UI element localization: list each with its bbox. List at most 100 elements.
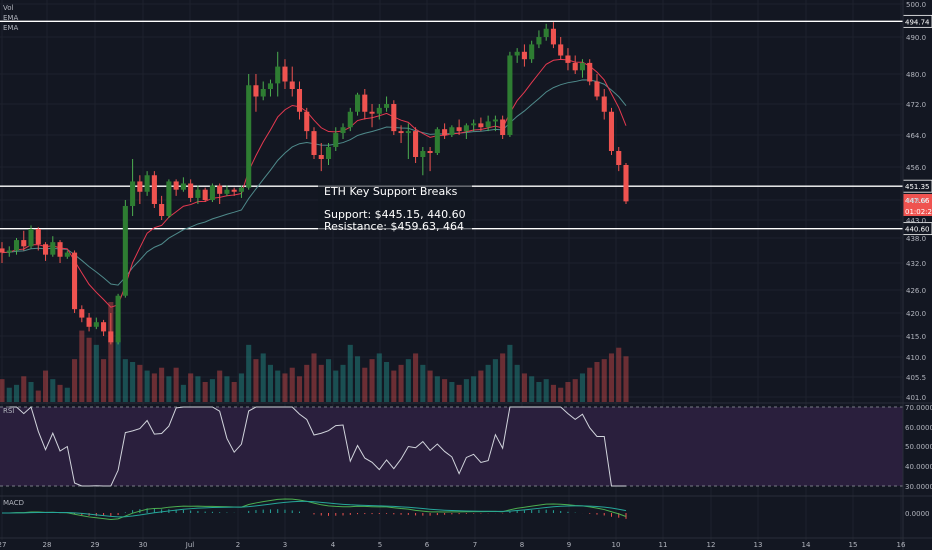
volume-bar <box>79 330 85 402</box>
volume-bar <box>188 373 194 402</box>
rsi-tick-label: 40.0000 <box>905 463 932 471</box>
volume-bar <box>57 384 63 402</box>
macd-hist <box>284 509 286 513</box>
volume-bar <box>108 302 114 402</box>
volume-bar <box>253 359 259 402</box>
macd-hist <box>603 513 605 516</box>
macd-hist <box>436 513 438 516</box>
volume-bar <box>304 364 310 402</box>
volume-bar <box>202 382 208 402</box>
macd-hist <box>255 510 257 513</box>
candle-body <box>558 44 564 56</box>
candle-body <box>529 44 535 60</box>
volume-bar <box>137 364 143 402</box>
candle-body <box>64 252 70 257</box>
volume-bar <box>456 384 462 402</box>
legend-ema-2: EMA <box>3 24 18 32</box>
candle-body <box>101 322 107 332</box>
macd-hist <box>335 513 337 516</box>
candle-body <box>6 250 12 253</box>
volume-bar <box>594 362 600 402</box>
macd-hist <box>146 508 148 513</box>
volume-bar <box>42 370 49 402</box>
macd-hist <box>320 513 322 516</box>
volume-bar <box>217 370 223 402</box>
candle-body <box>253 85 259 97</box>
price-tick-label: 420.0 <box>906 310 926 318</box>
macd-hist <box>161 509 163 513</box>
annotation-title: ETH Key Support Breaks <box>324 185 458 198</box>
ema-fast-line <box>1 58 627 308</box>
macd-hist <box>262 509 264 513</box>
volume-bar <box>144 370 150 402</box>
volume-bar <box>267 364 274 402</box>
macd-hist <box>342 513 344 516</box>
macd-hist <box>378 513 380 514</box>
macd-hist <box>117 513 119 516</box>
macd-hist <box>393 513 395 515</box>
volume-bar <box>311 353 317 402</box>
candle-body <box>217 185 223 194</box>
volume-bar <box>195 376 201 402</box>
macd-hist <box>81 513 83 516</box>
macd-line <box>1 498 627 520</box>
candle-body <box>238 187 244 192</box>
candle-body <box>347 111 353 128</box>
volume-bar <box>246 344 252 402</box>
macd-hist <box>400 513 402 515</box>
rsi-tick-label: 60.0000 <box>905 424 932 432</box>
annotation-support: Support: $445.15, 440.60 <box>324 208 466 221</box>
volume-bar <box>579 373 586 402</box>
candle-body <box>616 151 622 165</box>
candle-body <box>550 28 556 45</box>
macd-hist <box>451 513 453 515</box>
macd-hist <box>618 513 620 518</box>
volume-bar <box>166 376 172 402</box>
volume-bar <box>478 370 484 402</box>
macd-hist <box>204 511 206 513</box>
candle-body <box>579 62 586 71</box>
volume-bar <box>151 373 157 402</box>
macd-hist <box>110 513 112 517</box>
candle-body <box>35 229 41 245</box>
time-tick-label: 14 <box>802 541 811 549</box>
volume-bar <box>275 370 281 402</box>
volume-bar <box>369 359 375 402</box>
candle-body <box>166 181 172 216</box>
volume-bar <box>616 347 622 402</box>
macd-hist <box>422 513 424 516</box>
volume-bar <box>514 364 520 402</box>
candle-body <box>130 181 136 206</box>
annotation-box <box>318 182 472 230</box>
volume-bar <box>550 384 556 402</box>
macd-hist <box>153 508 155 513</box>
rsi-line <box>9 406 626 487</box>
price-tag <box>903 194 932 205</box>
candle-body <box>28 229 34 247</box>
rsi-tick-label: 70.0000 <box>905 404 932 412</box>
volume-bar <box>6 387 12 402</box>
volume-bar <box>521 373 527 402</box>
macd-hist <box>429 513 431 516</box>
candle-body <box>325 147 332 159</box>
volume-bar <box>398 364 404 402</box>
price-tick-label: 464.0 <box>906 132 926 140</box>
volume-bar <box>572 379 578 402</box>
volume-bar <box>543 379 549 402</box>
volume-bar <box>289 367 295 402</box>
candle-body <box>507 55 513 135</box>
price-tick-label: 500.0 <box>906 1 926 9</box>
macd-hist <box>132 510 134 513</box>
volume-bar <box>376 353 382 402</box>
candle-body <box>354 94 361 112</box>
volume-bar <box>209 379 215 402</box>
volume-bar <box>318 364 324 402</box>
price-tick-label: 490.0 <box>906 34 926 42</box>
rsi-tick-label: 50.0000 <box>905 443 932 451</box>
rsi-tick-label: 30.0000 <box>905 483 932 491</box>
volume-bar <box>325 359 332 402</box>
price-tick-label: 405.5 <box>906 374 926 382</box>
price-tick-label: 456.0 <box>906 164 926 172</box>
